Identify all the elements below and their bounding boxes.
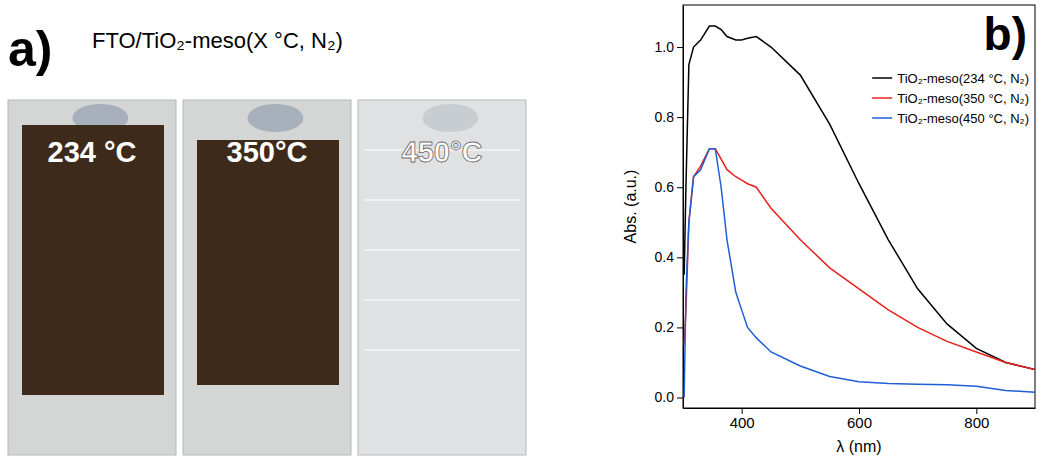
y-tick: 0.0 [655, 389, 683, 405]
sample-photo: 450°C [358, 100, 526, 455]
y-axis: 0.0 0.2 0.4 0.6 0.8 1.0 [655, 6, 684, 409]
oxide-film [22, 125, 164, 395]
y-tick-label: 0.0 [655, 389, 675, 405]
y-tick-mark [677, 397, 683, 398]
legend-label: TiO₂-meso(234 °C, N₂) [897, 71, 1029, 86]
spectrum-line [684, 26, 1035, 369]
y-tick-mark [677, 117, 683, 118]
oxide-film [197, 140, 339, 385]
sample-label: 234 °C [48, 136, 137, 168]
legend-swatch [872, 77, 892, 79]
y-tick-mark [677, 327, 683, 328]
sample-photo: 234 °C [8, 100, 176, 455]
sample-label: 450°C [402, 136, 483, 168]
y-tick-label: 0.2 [655, 319, 675, 335]
x-tick-label: 600 [847, 414, 872, 431]
legend: TiO₂-meso(234 °C, N₂) TiO₂-meso(350 °C, N… [872, 71, 1029, 126]
x-tick: 600 [847, 408, 872, 431]
sample-label: 350°C [227, 136, 308, 168]
x-tick-label: 800 [964, 414, 989, 431]
contact [422, 104, 478, 132]
legend-item: TiO₂-meso(234 °C, N₂) [872, 71, 1029, 86]
x-tick: 400 [730, 408, 755, 431]
y-tick: 0.4 [655, 249, 683, 265]
panel-label: b) [984, 8, 1027, 60]
panel-label: a) [8, 21, 52, 77]
glass-reflection [364, 199, 520, 201]
panel-a: a) FTO/TiO₂-meso(X °C, N₂) 234 °C 350°C 450°… [8, 21, 526, 455]
y-tick-label: 0.8 [655, 109, 675, 125]
plot-frame [683, 5, 1035, 408]
y-tick: 1.0 [655, 39, 683, 55]
sample-photo: 350°C [183, 100, 351, 455]
y-tick: 0.2 [655, 319, 683, 335]
x-axis: 400 600 800 [684, 408, 1036, 431]
y-tick-mark [677, 187, 683, 188]
figure: a) FTO/TiO₂-meso(X °C, N₂) 234 °C 350°C 450°… [0, 0, 1042, 463]
glass-slide [8, 100, 176, 455]
x-tick: 800 [964, 408, 989, 431]
x-axis-title: λ (nm) [836, 438, 881, 455]
legend-item: TiO₂-meso(450 °C, N₂) [872, 111, 1029, 126]
panel-title: FTO/TiO₂-meso(X °C, N₂) [92, 28, 343, 53]
x-tick-label: 400 [730, 414, 755, 431]
y-tick-label: 1.0 [655, 39, 675, 55]
glass-reflection [364, 349, 520, 351]
y-tick: 0.8 [655, 109, 683, 125]
y-tick-label: 0.6 [655, 179, 675, 195]
contact [247, 104, 303, 132]
lines [684, 26, 1035, 397]
spectrum-line [684, 149, 1035, 398]
y-axis-title: Abs. (a.u.) [622, 170, 639, 244]
legend-label: TiO₂-meso(350 °C, N₂) [897, 91, 1029, 106]
y-axis-line [683, 6, 684, 409]
spectrum-line [684, 149, 1035, 370]
legend-label: TiO₂-meso(450 °C, N₂) [897, 111, 1029, 126]
y-tick-mark [677, 47, 683, 48]
glass-slide [183, 100, 351, 455]
legend-item: TiO₂-meso(350 °C, N₂) [872, 91, 1029, 106]
glass-slide [358, 100, 526, 455]
y-tick: 0.6 [655, 179, 683, 195]
glass-reflection [364, 249, 520, 251]
panel-b: 400 600 800 0.0 0.2 0.4 0.6 0.8 1.0 λ (nm) Abs. (a… [622, 5, 1036, 455]
y-tick-label: 0.4 [655, 249, 675, 265]
legend-swatch [872, 117, 892, 119]
legend-swatch [872, 97, 892, 99]
y-tick-mark [677, 257, 683, 258]
glass-reflection [364, 299, 520, 301]
